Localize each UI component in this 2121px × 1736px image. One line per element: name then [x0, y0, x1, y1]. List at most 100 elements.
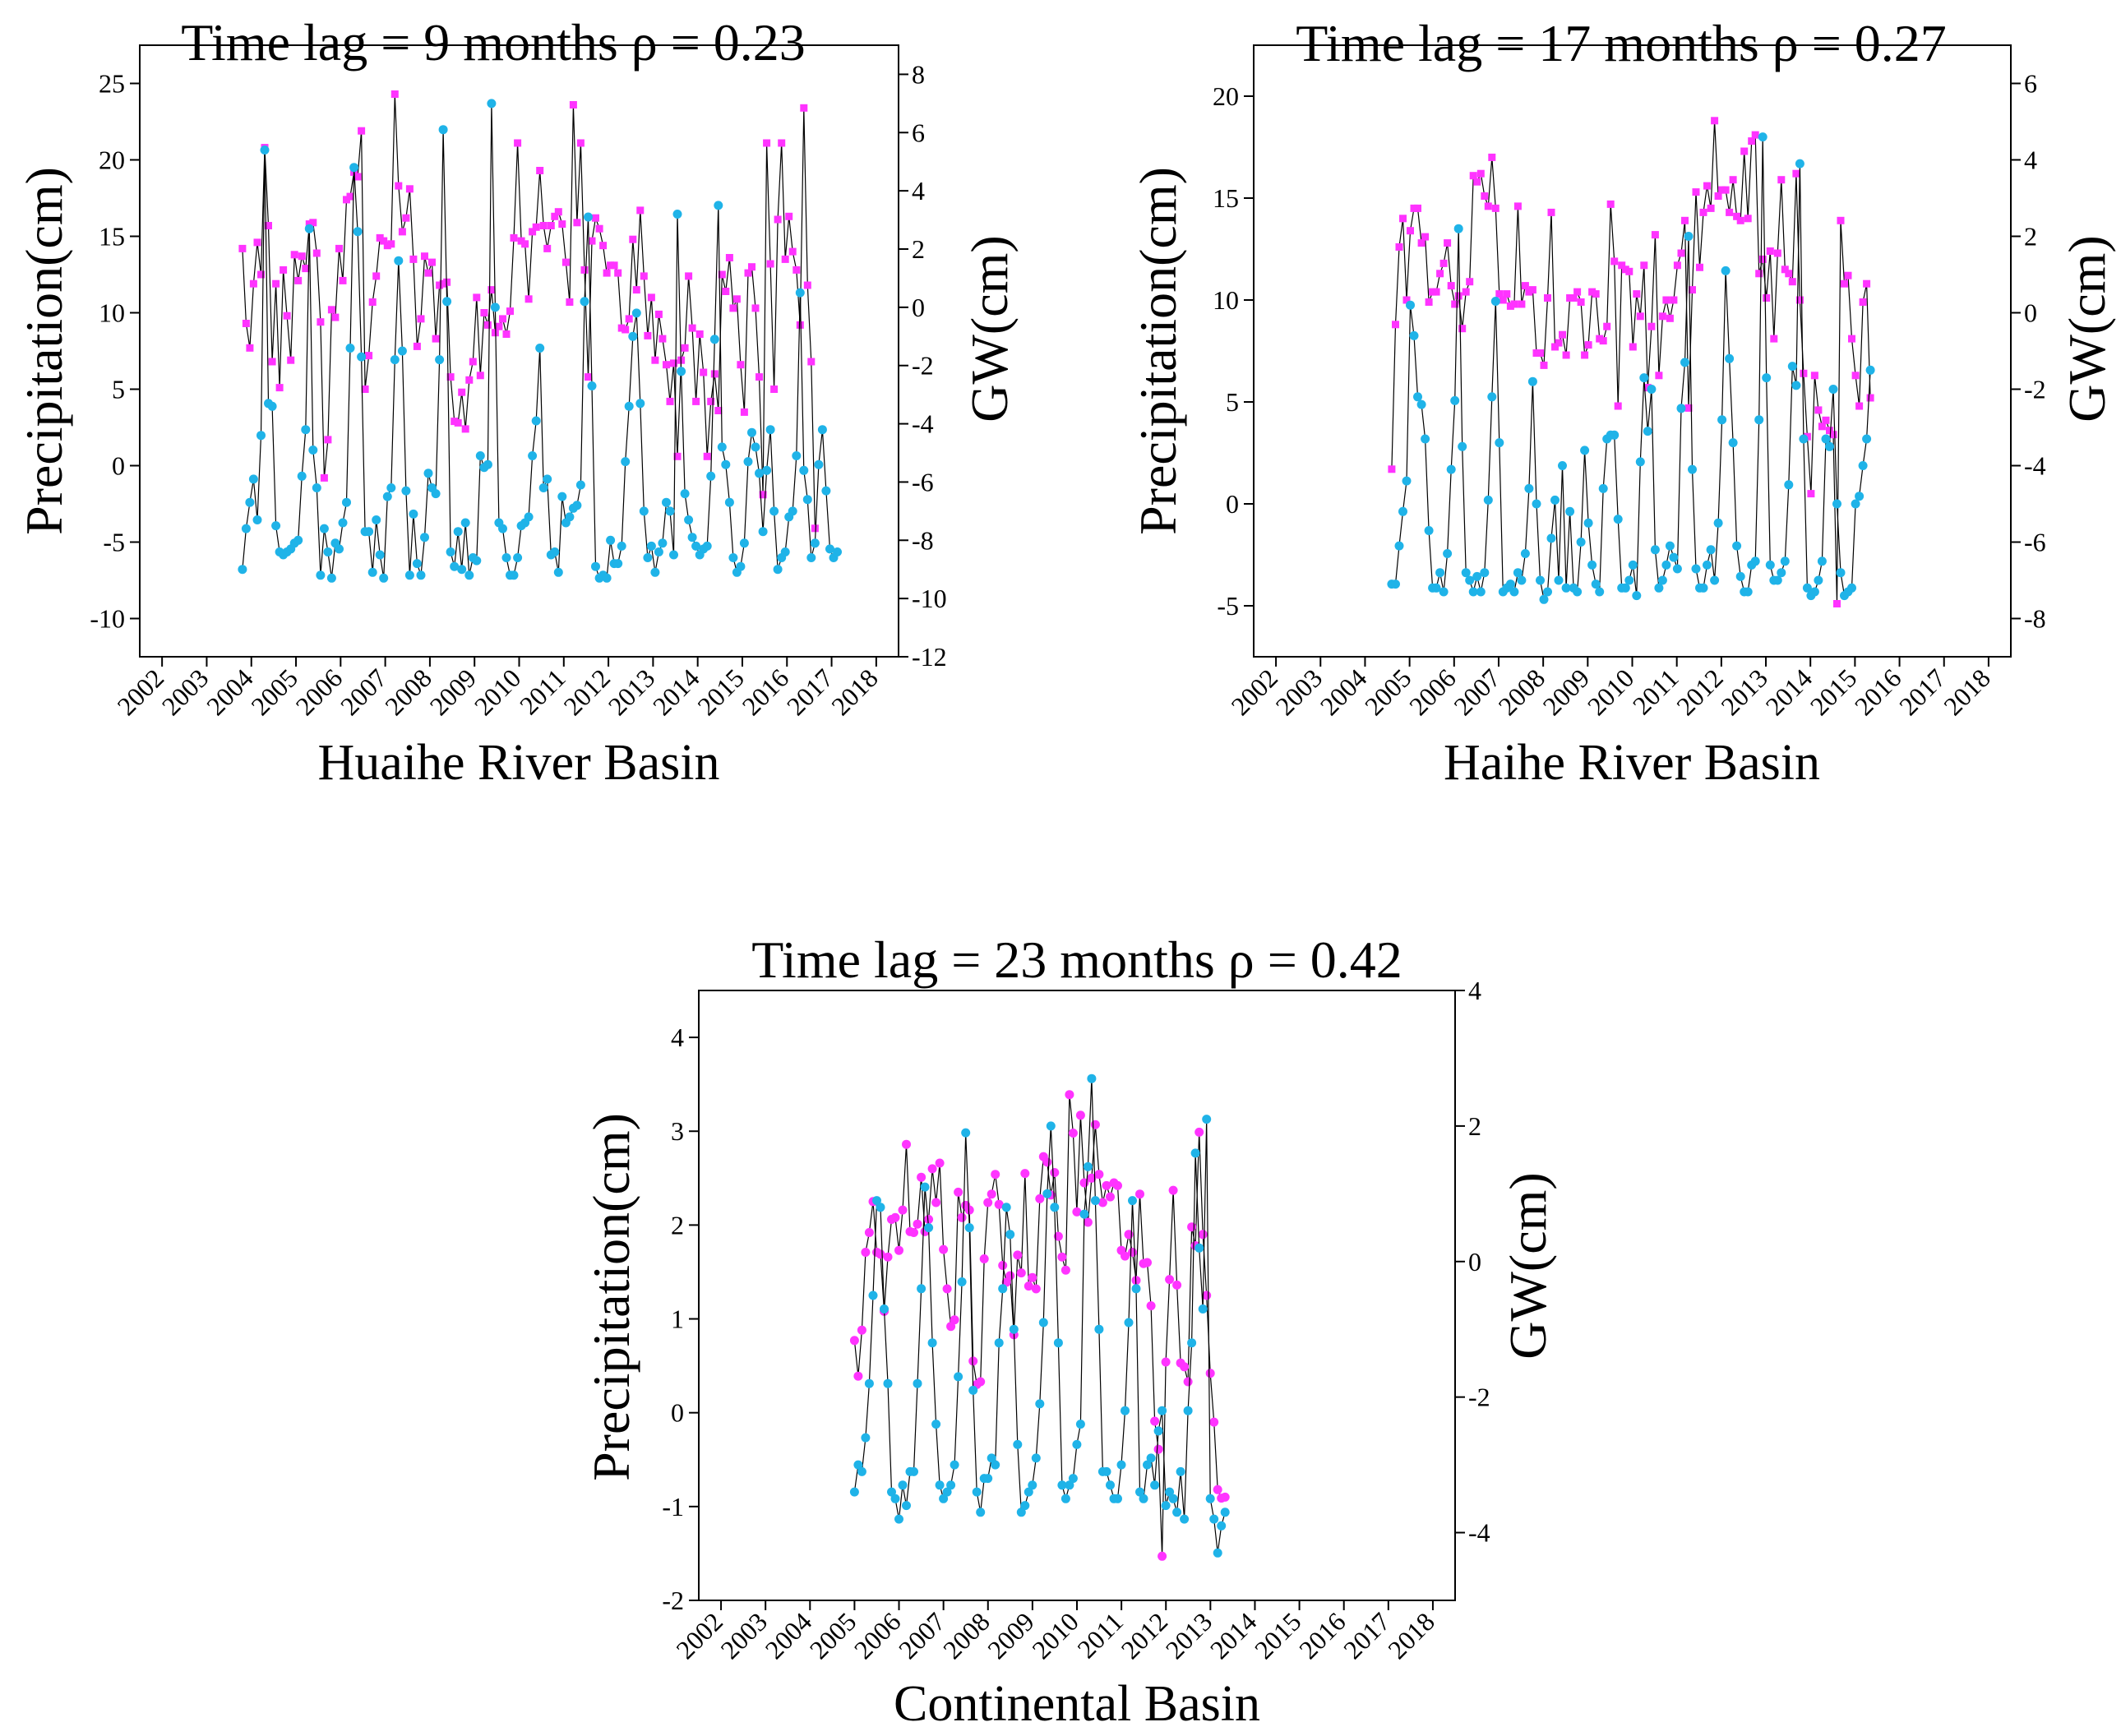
y2-tick-label: -2: [1468, 1383, 1490, 1412]
gw-point: [1035, 1399, 1045, 1409]
chart-title: Time lag = 9 months ρ = 0.23: [181, 13, 806, 72]
precipitation-point: [566, 298, 574, 306]
precipitation-point: [280, 265, 288, 274]
gw-point: [1851, 499, 1860, 509]
precipitation-point: [1603, 322, 1611, 330]
y-tick-label: 20: [99, 145, 125, 175]
precipitation-point: [272, 279, 280, 288]
gw-point: [584, 212, 593, 222]
gw-point: [939, 1494, 949, 1503]
y2-tick-label: 0: [912, 293, 925, 322]
y2-tick-label: -10: [912, 584, 947, 613]
precipitation-point: [751, 304, 760, 312]
precipitation-point: [1072, 1207, 1082, 1217]
gw-point: [1524, 483, 1534, 493]
gw-point: [942, 1487, 952, 1497]
precipitation-point: [287, 356, 295, 364]
precipitation-point: [335, 244, 343, 252]
gw-point: [762, 465, 772, 475]
precipitation-point: [1629, 343, 1637, 351]
precipitation-point: [1848, 335, 1855, 343]
gw-point: [1102, 1466, 1111, 1476]
gw-point: [1409, 330, 1419, 340]
precipitation-point: [740, 408, 748, 416]
precipitation-point: [964, 1205, 974, 1215]
precipitation-point: [1395, 243, 1403, 251]
precipitation-point: [499, 315, 506, 323]
precipitation-point: [599, 242, 608, 250]
precipitation-point: [1491, 204, 1499, 212]
gw-point: [1765, 560, 1775, 570]
precipitation-point: [1150, 1416, 1160, 1426]
precipitation-point: [1220, 1492, 1230, 1502]
precipitation-point: [1807, 490, 1815, 498]
precipitation-point: [1518, 300, 1526, 308]
gw-point: [1754, 415, 1764, 425]
gw-point: [1639, 373, 1649, 383]
precipitation-point: [547, 222, 555, 229]
y2-tick-label: -8: [912, 525, 934, 555]
precipitation-point: [1083, 1217, 1093, 1227]
precipitation-point: [1559, 330, 1566, 339]
gw-point: [416, 570, 426, 580]
precipitation-point: [465, 376, 474, 384]
gw-point: [857, 1466, 866, 1476]
precipitation-point: [1050, 1168, 1060, 1177]
precipitation-point: [998, 1261, 1008, 1270]
gw-point: [1558, 461, 1567, 470]
y2-tick-label: 2: [2024, 222, 2037, 252]
precipitation-point: [1402, 296, 1411, 304]
precipitation-point: [309, 219, 317, 227]
precipitation-point: [1662, 296, 1670, 304]
precipitation-point: [588, 237, 596, 245]
gw-point: [833, 547, 842, 556]
precipitation-point: [1180, 1362, 1190, 1372]
gw-point: [382, 492, 392, 501]
gw-point: [1106, 1480, 1115, 1490]
precipitation-point: [346, 192, 354, 201]
gw-point: [1620, 583, 1630, 593]
precipitation-point: [979, 1254, 989, 1263]
gw-point: [1398, 506, 1407, 516]
gw-point: [924, 1223, 934, 1233]
gw-point: [404, 570, 414, 580]
precipitation-point: [603, 269, 611, 277]
precipitation-point: [246, 344, 254, 352]
chart-title: Time lag = 23 months ρ = 0.42: [751, 930, 1402, 989]
precipitation-point: [1714, 192, 1722, 200]
gw-point: [1676, 404, 1686, 413]
gw-point: [1802, 583, 1812, 593]
gw-point: [1205, 1494, 1215, 1503]
gw-point: [245, 497, 255, 507]
gw-point: [880, 1304, 889, 1314]
gw-point: [646, 541, 656, 551]
precipitation-point: [592, 214, 599, 222]
precipitation-point: [294, 276, 303, 284]
gw-point: [684, 515, 694, 524]
precipitation-point: [249, 279, 257, 288]
precipitation-point: [707, 397, 715, 405]
gw-point: [342, 497, 351, 507]
gw-point: [1079, 1209, 1089, 1219]
gw-point: [1527, 376, 1537, 386]
gw-point: [602, 573, 612, 583]
precipitation-point: [1859, 298, 1867, 306]
precipitation-point: [1766, 247, 1774, 255]
gw-point: [1698, 583, 1708, 593]
gw-point: [662, 497, 671, 507]
precipitation-point: [1736, 216, 1744, 224]
precipitation-point: [1755, 270, 1763, 278]
precipitation-point: [942, 1284, 952, 1294]
precipitation-point: [1555, 339, 1563, 347]
gw-point: [1784, 480, 1794, 490]
precipitation-point: [502, 330, 511, 338]
precipitation-point: [968, 1356, 978, 1366]
precipitation-point: [1198, 1230, 1208, 1240]
gw-point: [1706, 545, 1716, 555]
gw-point: [1825, 441, 1834, 451]
precipitation-point: [495, 322, 503, 330]
plot-marks: [849, 1073, 1230, 1561]
precipitation-point: [1447, 282, 1455, 290]
precipitation-line: [1391, 120, 1871, 604]
gw-point: [998, 1284, 1008, 1294]
